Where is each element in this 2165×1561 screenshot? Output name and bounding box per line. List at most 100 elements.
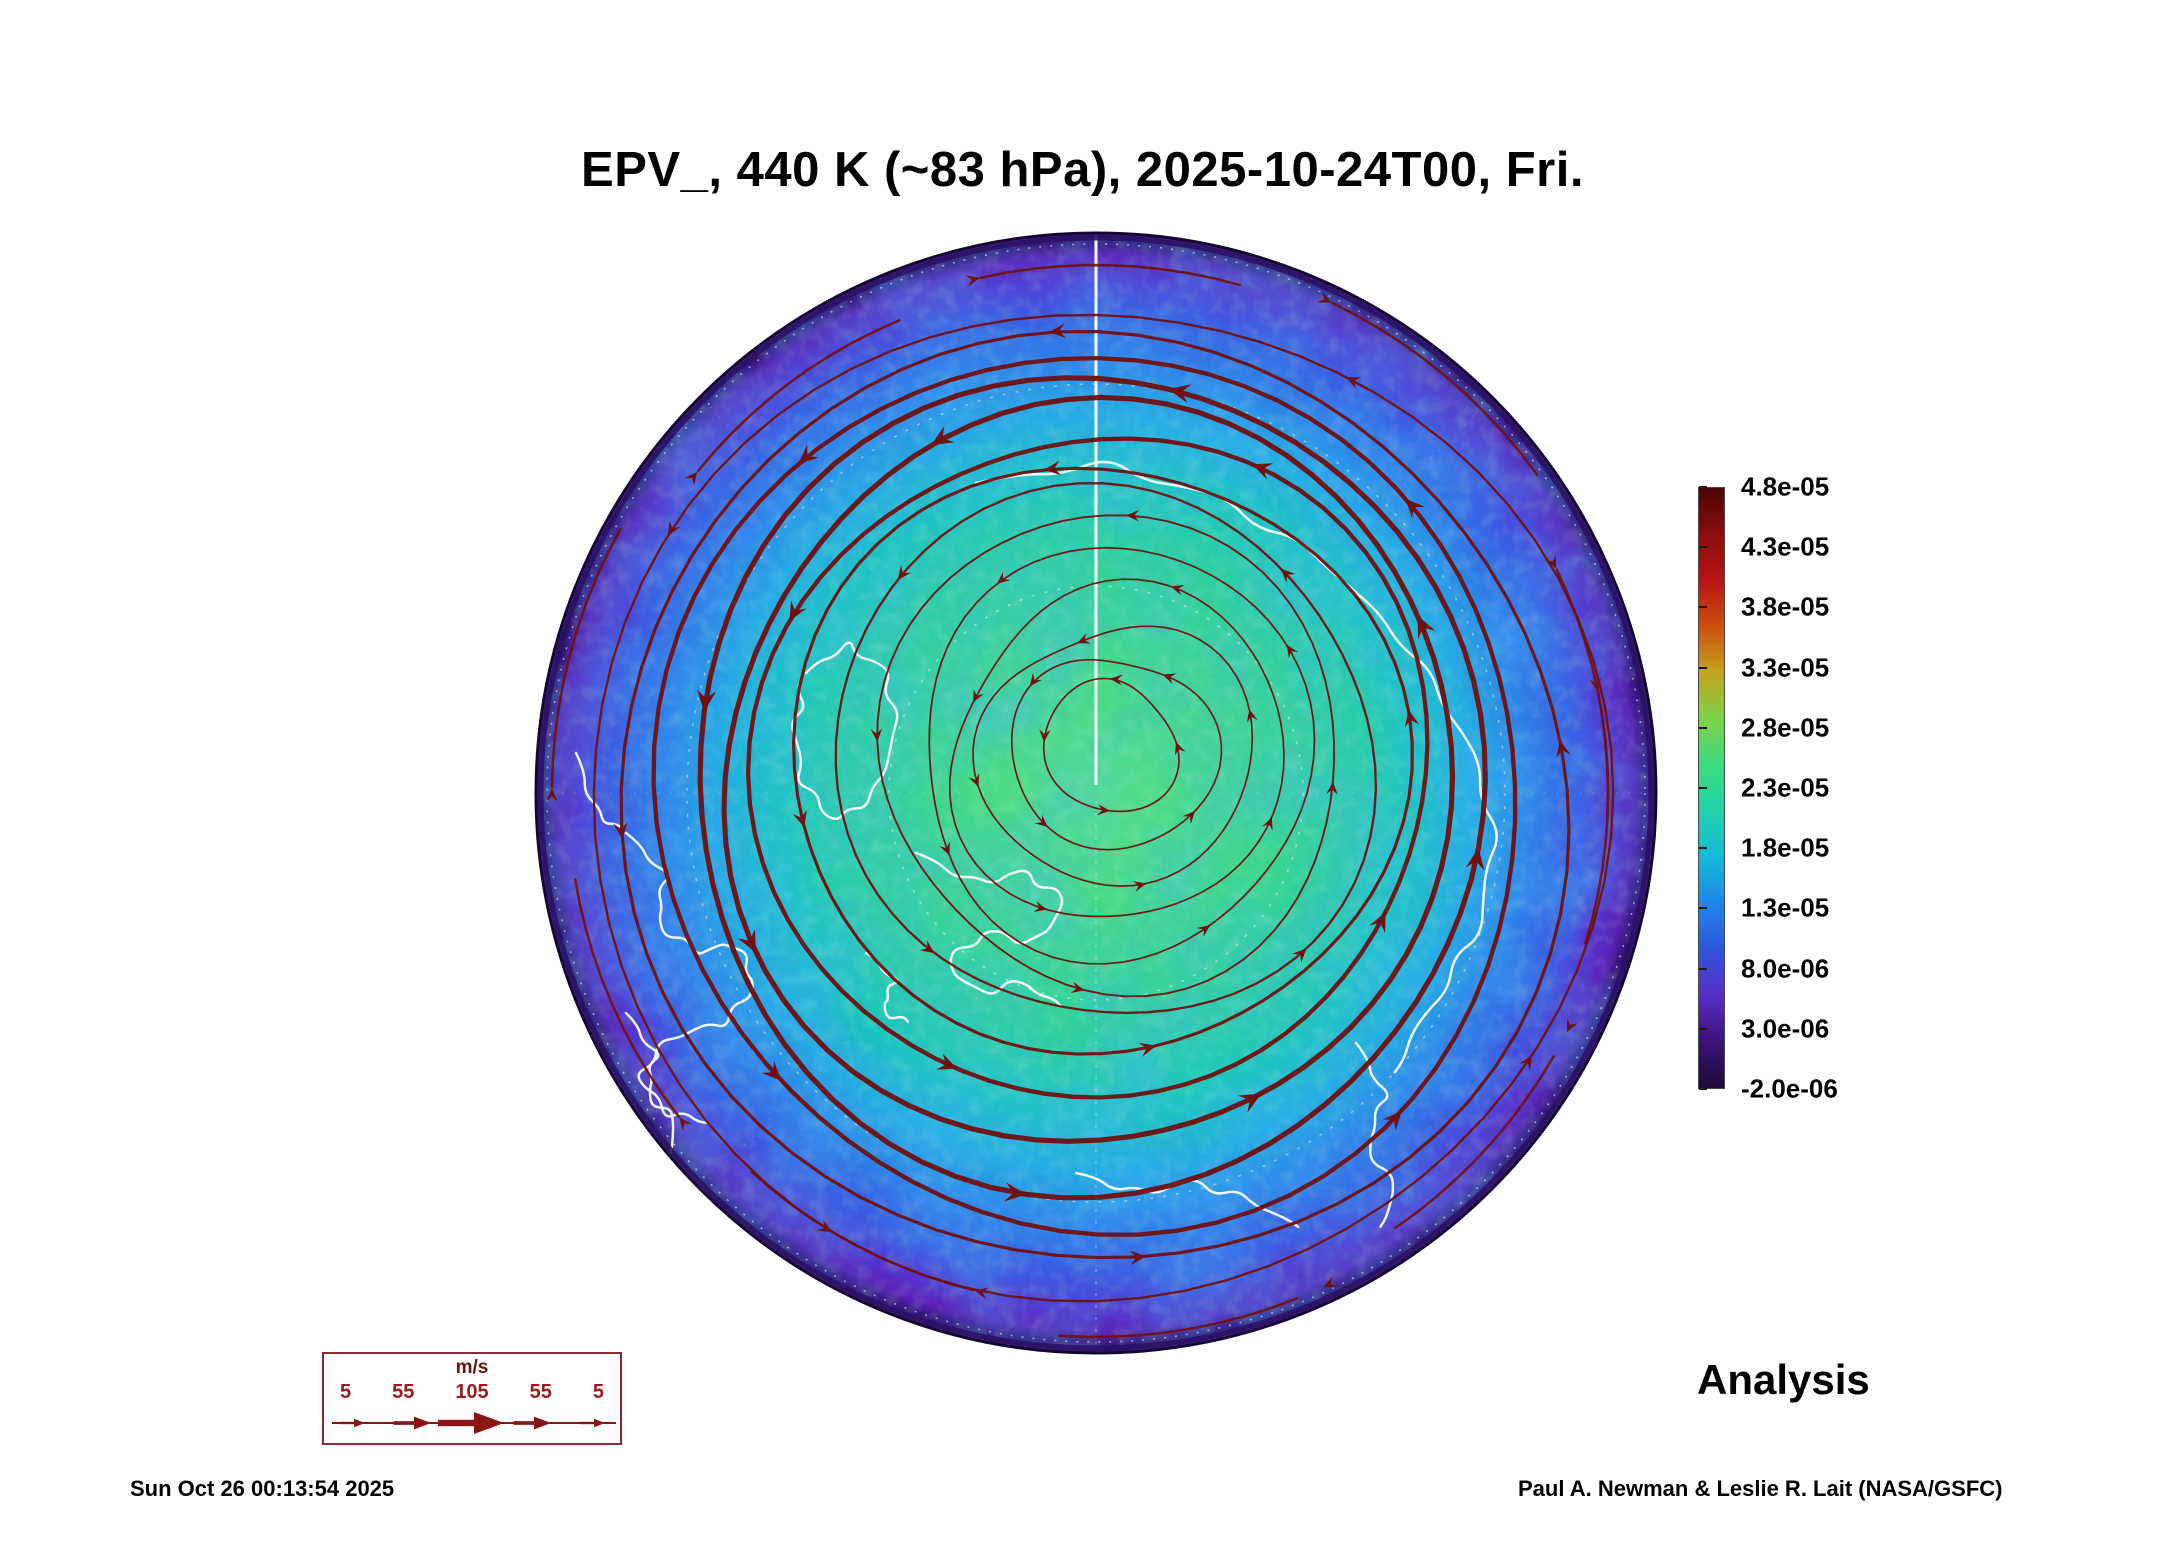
colorbar-tick-label: 3.3e-05 bbox=[1741, 652, 1830, 683]
globe-rim-outer bbox=[534, 231, 1658, 1355]
streamline-arrow bbox=[968, 773, 980, 787]
streamline-arrow bbox=[1129, 1250, 1147, 1266]
streamline bbox=[834, 482, 1378, 1015]
streamline-arrow bbox=[1405, 498, 1425, 519]
graticule-radial bbox=[699, 863, 1026, 1190]
streamline-arrow bbox=[1070, 981, 1085, 994]
streamline-arrow bbox=[936, 1053, 958, 1070]
colorbar-tick bbox=[1699, 847, 1707, 850]
streamline-arrow bbox=[1519, 1055, 1533, 1071]
rim-streak bbox=[550, 527, 622, 789]
streamline bbox=[745, 436, 1430, 1100]
streamline-arrow bbox=[1369, 912, 1386, 934]
streamline-arrow bbox=[1077, 633, 1091, 644]
wind-speed-value: 55 bbox=[392, 1381, 415, 1403]
streamline-arrow bbox=[761, 1060, 782, 1081]
streamline-arrow bbox=[1556, 740, 1571, 758]
wind-speed-value: 105 bbox=[455, 1381, 489, 1403]
rim-streak bbox=[1393, 1054, 1556, 1230]
wind-arrow-head bbox=[474, 1412, 504, 1434]
streamline-arrow bbox=[1110, 674, 1123, 686]
colorbar-tick bbox=[1699, 666, 1707, 669]
streamline-arrow bbox=[1404, 710, 1420, 728]
coastline bbox=[791, 641, 899, 821]
graticule bbox=[538, 235, 1654, 1351]
wind-speed-value: 5 bbox=[592, 1381, 604, 1403]
wind-units-label: m/s bbox=[455, 1357, 489, 1378]
globe-clip-group bbox=[538, 235, 1654, 1351]
analysis-label: Analysis bbox=[1697, 1356, 1870, 1403]
colorbar-tick-label: 4.3e-05 bbox=[1741, 531, 1830, 562]
colorbar-tick bbox=[1699, 546, 1707, 549]
rim-streak bbox=[1555, 568, 1610, 818]
streamline-arrow bbox=[919, 939, 935, 954]
streamline-arrow bbox=[1034, 814, 1048, 828]
graticule-radial bbox=[1166, 863, 1493, 1190]
streamline-arrow bbox=[939, 841, 950, 856]
streamline-arrow bbox=[1346, 377, 1362, 389]
streamline-arrow bbox=[667, 520, 681, 536]
streamline-arrow bbox=[1174, 742, 1186, 756]
wind-speed-value: 5 bbox=[340, 1381, 352, 1403]
colorbar: 4.8e-05 4.3e-05 3.8e-05 3.3e-05 2.8e-05 2.3e-… bbox=[1698, 472, 1998, 1104]
coastlines bbox=[574, 460, 1498, 1229]
streamline-arrow bbox=[1326, 781, 1338, 795]
rim-streak bbox=[1058, 1296, 1299, 1339]
colorbar-tick-label: 4.8e-05 bbox=[1741, 471, 1830, 502]
streamline-arrow bbox=[684, 471, 698, 486]
streamline-arrow bbox=[737, 929, 756, 953]
streamline-arrow bbox=[1029, 673, 1042, 687]
streamline-arrow bbox=[931, 425, 955, 446]
streamlines-layer bbox=[546, 263, 1615, 1339]
streamline-arrow bbox=[1280, 568, 1296, 583]
streamline-arrow bbox=[1171, 584, 1185, 596]
wind-arrow-shaft bbox=[340, 1421, 354, 1425]
wind-arrow-head bbox=[534, 1416, 552, 1430]
wind-speed-values: 5 55 105 55 5 bbox=[324, 1381, 620, 1404]
streamline-arrow bbox=[1323, 1276, 1338, 1288]
streamline bbox=[697, 375, 1488, 1201]
streamline-arrow bbox=[1182, 810, 1196, 824]
streamline-arrow bbox=[997, 571, 1011, 584]
streamline-arrow bbox=[1162, 673, 1177, 685]
streamline-arrow bbox=[1417, 615, 1436, 640]
streamline bbox=[1010, 658, 1223, 851]
coastline bbox=[624, 831, 754, 1125]
wind-arrow-head bbox=[594, 1418, 606, 1428]
colorbar-tick-label: -2.0e-06 bbox=[1741, 1073, 1838, 1104]
streamline-arrow bbox=[1566, 1017, 1578, 1033]
coastline bbox=[574, 751, 623, 830]
streamline-arrow bbox=[870, 728, 883, 742]
streamline bbox=[792, 466, 1414, 1056]
wind-arrow-shaft bbox=[438, 1419, 474, 1427]
streamline-arrow bbox=[1097, 804, 1110, 816]
rim-streak bbox=[750, 1170, 976, 1292]
colorbar-tick bbox=[1699, 967, 1707, 970]
globe-rim bbox=[536, 233, 1656, 1353]
coastline bbox=[974, 460, 1498, 1074]
streamline bbox=[948, 578, 1285, 918]
streamline-arrow bbox=[613, 822, 628, 839]
colorbar-tick bbox=[1699, 726, 1707, 729]
colorbar-tick bbox=[1699, 907, 1707, 910]
colorbar-tick-label: 2.3e-05 bbox=[1741, 772, 1830, 803]
graticule-radial bbox=[1166, 396, 1493, 723]
wind-arrow-shaft bbox=[513, 1421, 534, 1425]
streamline-arrow bbox=[696, 689, 717, 712]
streamline-arrow bbox=[1286, 644, 1299, 659]
streamline-arrow bbox=[974, 1287, 989, 1300]
rim-streak bbox=[696, 318, 901, 473]
colorbar-tick bbox=[1699, 606, 1707, 609]
wind-arrow-head bbox=[354, 1418, 366, 1428]
streamline-arrow bbox=[679, 1117, 693, 1132]
streamline-arrow bbox=[1252, 463, 1274, 480]
wind-arrow-shaft bbox=[393, 1421, 414, 1425]
streamline-arrow bbox=[1138, 1042, 1157, 1057]
colorbar-tick bbox=[1699, 787, 1707, 789]
streamline-arrow bbox=[1237, 1093, 1262, 1113]
streamline-arrow bbox=[1003, 1182, 1027, 1202]
streamline-arrow bbox=[1317, 291, 1332, 303]
streamline-arrow bbox=[1044, 460, 1062, 476]
colorbar-tick-label: 3.0e-06 bbox=[1741, 1013, 1830, 1044]
